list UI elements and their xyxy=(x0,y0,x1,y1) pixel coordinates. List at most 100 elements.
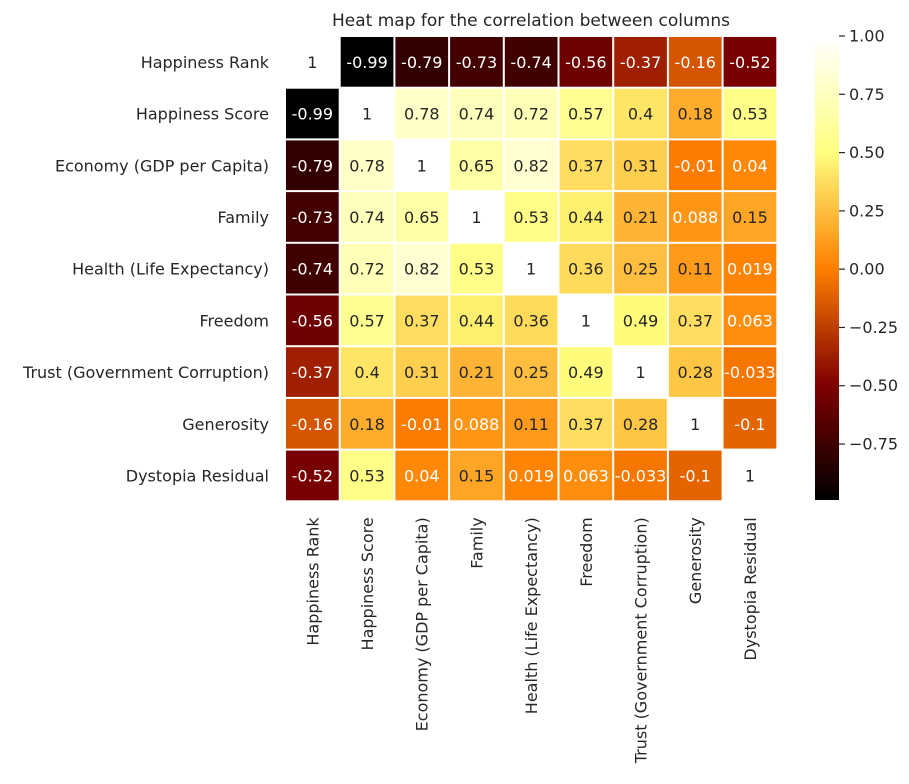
heatmap-cell xyxy=(559,398,613,449)
heatmap-cell xyxy=(395,243,449,294)
heatmap-cell xyxy=(450,295,503,346)
cell-value-label: 0.36 xyxy=(513,311,549,330)
cell-value-label: 0.088 xyxy=(672,208,718,227)
heatmap-cell xyxy=(504,243,558,294)
column-label: Family xyxy=(467,517,486,568)
heatmap-cell xyxy=(504,398,558,449)
cell-value-label: 0.72 xyxy=(349,260,385,279)
cell-value-label: 0.28 xyxy=(623,415,659,434)
cell-value-label: 1 xyxy=(745,466,755,485)
heatmap-cell xyxy=(614,192,667,242)
colorbar-tick-label: −0.75 xyxy=(849,435,898,454)
cell-value-label: -0.01 xyxy=(401,415,442,434)
heatmap-cell xyxy=(286,88,339,139)
cell-value-label: 0.18 xyxy=(349,415,385,434)
cell-value-label: 0.063 xyxy=(563,466,609,485)
heatmap-cell xyxy=(668,450,722,501)
cell-value-label: -0.74 xyxy=(292,260,333,279)
heatmap-cell xyxy=(614,37,667,87)
column-label: Freedom xyxy=(577,517,596,586)
cell-value-label: -0.79 xyxy=(292,156,333,175)
cell-value-label: 0.44 xyxy=(568,208,604,227)
row-labels: Happiness Rank Happiness Score Economy (GD… xyxy=(22,53,270,486)
colorbar-tick-label: 1.00 xyxy=(849,27,885,46)
heatmap-cell xyxy=(723,37,777,87)
cell-value-label: -0.37 xyxy=(620,53,661,72)
heatmap-cell xyxy=(340,243,394,294)
heatmap-cell xyxy=(450,398,503,449)
heatmap-cell xyxy=(614,140,667,191)
cell-value-label: 0.53 xyxy=(732,105,768,124)
colorbar-tick-label: 0.25 xyxy=(849,201,885,220)
heatmap-cell xyxy=(559,450,613,501)
heatmap-cell xyxy=(723,140,777,191)
cell-value-label: 0.65 xyxy=(459,156,495,175)
cell-value-label: -0.52 xyxy=(729,53,770,72)
cell-value-label: 0.65 xyxy=(404,208,440,227)
heatmap-cell xyxy=(504,37,558,87)
heatmap-cell xyxy=(614,243,667,294)
cell-value-label: 0.78 xyxy=(404,105,440,124)
heatmap-cell xyxy=(450,192,503,242)
row-label: Trust (Government Corruption) xyxy=(22,363,269,382)
heatmap-cell xyxy=(450,37,503,87)
cell-value-label: 0.04 xyxy=(732,156,768,175)
cell-value-label: 0.4 xyxy=(628,105,653,124)
column-label: Health (Life Expectancy) xyxy=(522,517,541,714)
cell-value-label: 0.72 xyxy=(513,105,549,124)
cell-value-label: 0.53 xyxy=(459,260,495,279)
cell-value-label: 0.74 xyxy=(349,208,385,227)
heatmap-cell xyxy=(450,88,503,139)
heatmap-cells: 1 -0.99 -0.79 -0.73 -0.74 -0.56 -0.37 -0.16 -0.5… xyxy=(286,37,777,501)
colorbar-tick-label: 0.75 xyxy=(849,85,885,104)
heatmap-cell xyxy=(395,37,449,87)
cell-value-label: 0.37 xyxy=(404,311,440,330)
heatmap-cell xyxy=(504,192,558,242)
heatmap-cell xyxy=(395,295,449,346)
cell-value-label: -0.56 xyxy=(565,53,606,72)
heatmap-cell xyxy=(340,398,394,449)
cell-value-label: -0.56 xyxy=(292,311,333,330)
cell-value-label: 0.53 xyxy=(513,208,549,227)
heatmap-cell xyxy=(340,295,394,346)
cell-value-label: -0.99 xyxy=(346,53,387,72)
heatmap-cell xyxy=(395,398,449,449)
cell-value-label: 0.28 xyxy=(677,363,713,382)
cell-value-label: 1 xyxy=(690,415,700,434)
cell-value-label: 0.11 xyxy=(677,260,713,279)
cell-value-label: -0.1 xyxy=(680,466,711,485)
cell-value-label: 1 xyxy=(526,260,536,279)
colorbar-tick-label: 0.00 xyxy=(849,260,885,279)
row-label: Happiness Score xyxy=(136,105,269,124)
cell-value-label: 0.74 xyxy=(459,105,495,124)
heatmap-cell xyxy=(286,192,339,242)
cell-value-label: 1 xyxy=(581,311,591,330)
heatmap-cell xyxy=(668,37,722,87)
cell-value-label: 0.019 xyxy=(727,260,773,279)
heatmap-cell xyxy=(286,398,339,449)
cell-value-label: 1 xyxy=(471,208,481,227)
heatmap-cell xyxy=(559,295,613,346)
cell-value-label: 0.25 xyxy=(623,260,659,279)
heatmap-cell xyxy=(504,88,558,139)
cell-value-label: -0.1 xyxy=(734,415,765,434)
heatmap-cell xyxy=(340,140,394,191)
cell-value-label: 0.31 xyxy=(404,363,440,382)
heatmap-cell xyxy=(340,37,394,87)
cell-value-label: 1 xyxy=(417,156,427,175)
heatmap-cell xyxy=(559,243,613,294)
cell-value-label: 0.04 xyxy=(404,466,440,485)
heatmap-cell xyxy=(723,295,777,346)
chart-title: Heat map for the correlation between col… xyxy=(332,11,730,31)
row-label: Freedom xyxy=(200,311,269,330)
cell-value-label: 0.25 xyxy=(513,363,549,382)
cell-value-label: 1 xyxy=(307,53,317,72)
heatmap-cell xyxy=(723,243,777,294)
row-label: Health (Life Expectancy) xyxy=(72,260,269,279)
cell-value-label: -0.16 xyxy=(675,53,716,72)
cell-value-label: -0.73 xyxy=(292,208,333,227)
column-label: Happiness Score xyxy=(358,517,377,650)
heatmap-cell xyxy=(450,140,503,191)
cell-value-label: 0.37 xyxy=(677,311,713,330)
cell-value-label: -0.73 xyxy=(456,53,497,72)
